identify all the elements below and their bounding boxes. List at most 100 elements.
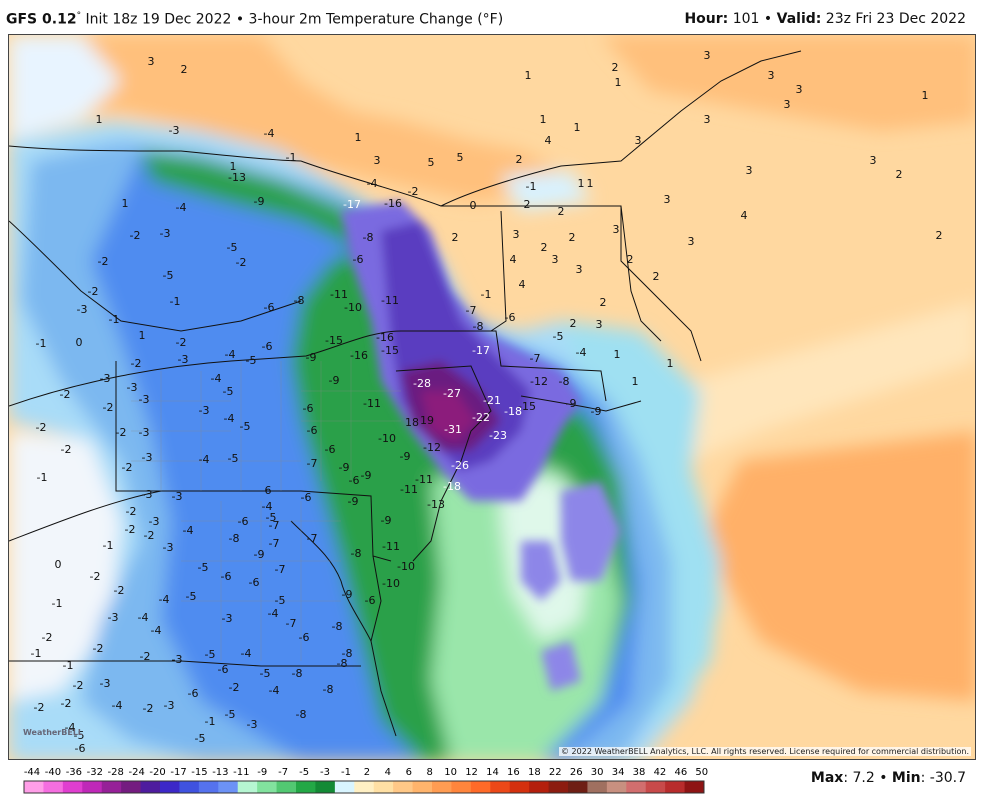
value-label: -2 (130, 229, 141, 242)
value-label: -3 (142, 451, 153, 464)
value-label: -6 (221, 570, 232, 583)
value-label: -3 (172, 490, 183, 503)
value-label: -6 (365, 594, 376, 607)
value-label: 2 (612, 61, 619, 74)
value-label: -8 (332, 620, 343, 633)
value-label: -16 (376, 331, 394, 344)
value-label: -8 (363, 231, 374, 244)
legend-tick-label: -36 (66, 767, 82, 778)
value-label: 2 (653, 270, 660, 283)
legend-tick-label: -20 (149, 767, 165, 778)
legend-swatch (43, 781, 64, 793)
value-label: 1 (615, 76, 622, 89)
value-label: -8 (342, 647, 353, 660)
hour-value: 101 • (728, 11, 777, 27)
legend-tick-label: 16 (507, 767, 520, 778)
value-label: 2 (896, 168, 903, 181)
value-label: -4 (269, 684, 280, 697)
value-label: -9 (348, 495, 359, 508)
value-label: 1 (96, 113, 103, 126)
value-label: -8 (559, 375, 570, 388)
value-label: -9 (254, 548, 265, 561)
legend-swatch (684, 781, 705, 793)
value-label: -15 (518, 400, 536, 413)
legend-swatch (548, 781, 569, 793)
value-label: -10 (382, 577, 400, 590)
value-label: -9 (339, 461, 350, 474)
value-label: -2 (88, 285, 99, 298)
value-label: -4 (225, 348, 236, 361)
legend-tick-label: -3 (320, 767, 330, 778)
legend-swatch (373, 781, 394, 793)
legend-swatch (587, 781, 608, 793)
value-label: 3 (596, 318, 603, 331)
model-degree: ° (76, 11, 82, 21)
value-label: -2 (61, 443, 72, 456)
legend-tick-label: 12 (465, 767, 478, 778)
value-label: 1 (614, 348, 621, 361)
weatherbell-logo: WeatherBELL (23, 728, 84, 737)
value-label: -7 (286, 617, 297, 630)
value-label: 3 (635, 134, 642, 147)
legend-swatch (218, 781, 239, 793)
value-label: -5 (553, 330, 564, 343)
valid-value: 23z Fri 23 Dec 2022 (821, 11, 966, 27)
value-label: -18 (443, 480, 461, 493)
value-label: -4 (159, 593, 170, 606)
legend-swatch (198, 781, 219, 793)
value-label: -5 (163, 269, 174, 282)
value-label: -4 (224, 412, 235, 425)
value-label: -9 (361, 469, 372, 482)
value-label: -1 (481, 288, 492, 301)
value-label: 3 (704, 113, 711, 126)
value-label: -3 (222, 612, 233, 625)
valid-label: Valid: (776, 11, 822, 27)
legend-swatch (490, 781, 511, 793)
value-label: 4 (545, 134, 552, 147)
temperature-change-map[interactable]: 3 2 1 -3 -4 1 3 5 5 2 1 2 1 3 3 3 3 1 1 1 4 3 3 3 3 2 1 -13 -1 -4 -2 -1… (8, 34, 976, 760)
value-label: -12 (530, 375, 548, 388)
value-label: -7 (307, 532, 318, 545)
value-label: -8 (351, 547, 362, 560)
value-label: -7 (269, 519, 280, 532)
legend-tick-label: 8 (427, 767, 433, 778)
value-label: -8 (292, 667, 303, 680)
value-label: -16 (350, 349, 368, 362)
legend-tick-label: 6 (406, 767, 412, 778)
legend-swatch (276, 781, 297, 793)
value-label: -11 (363, 397, 381, 410)
value-label: -1 (36, 337, 47, 350)
value-label: -17 (343, 198, 361, 211)
value-label: 4 (741, 209, 748, 222)
legend-tick-label: 18 (528, 767, 541, 778)
legend-swatch (237, 781, 258, 793)
legend-swatch (568, 781, 588, 793)
value-label: -6 (261, 484, 272, 497)
value-label: -4 (112, 699, 123, 712)
value-label: -11 (415, 473, 433, 486)
value-label: 1 (578, 177, 585, 190)
value-label: 3 (688, 235, 695, 248)
value-label: -2 (125, 523, 136, 536)
value-label: -2 (114, 584, 125, 597)
value-label: -17 (472, 344, 490, 357)
value-label: -5 (205, 648, 216, 661)
value-label: -5 (225, 708, 236, 721)
value-label: -5 (228, 452, 239, 465)
value-label: -9 (400, 450, 411, 463)
min-value: : -30.7 (920, 770, 966, 786)
value-label: -1 (52, 597, 63, 610)
value-label: -8 (229, 532, 240, 545)
value-label: -26 (451, 459, 469, 472)
legend-tick-label: -17 (170, 767, 186, 778)
value-label: -2 (116, 426, 127, 439)
value-label: -4 (264, 127, 275, 140)
value-label: 3 (374, 154, 381, 167)
value-label: -1 (103, 539, 114, 552)
cold-core-shading (341, 201, 621, 691)
value-label: -3 (149, 515, 160, 528)
legend-swatch (529, 781, 550, 793)
value-label: -4 (268, 607, 279, 620)
value-label: 3 (613, 223, 620, 236)
